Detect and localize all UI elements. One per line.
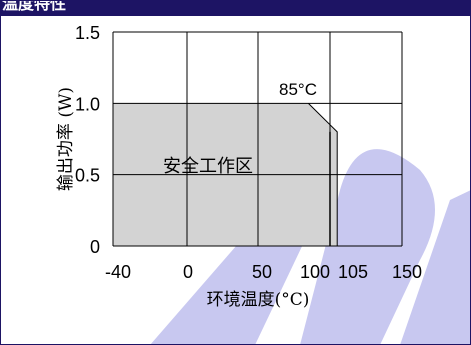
derating-curve [308, 102, 338, 246]
watermark-shape-center [300, 149, 435, 345]
watermark-shape-right [400, 190, 471, 345]
y-tick-label-0: 0 [90, 237, 100, 257]
x-tick-label-2: 50 [252, 262, 272, 282]
x-tick-label-3: 100 [300, 262, 330, 282]
y-tick-label-1: 0.5 [75, 166, 100, 186]
x-tick-label-4: 105 [338, 262, 368, 282]
watermark-shape-left [150, 230, 305, 345]
x-tick-label-5: 150 [392, 262, 422, 282]
annotation-85c: 85°C [279, 80, 317, 99]
annotation-safe-area: 安全工作区 [163, 156, 253, 177]
y-axis-title: 输出功率 (W) [56, 87, 76, 191]
section-header-bar: 温度特性 [0, 0, 471, 16]
x-tick-label-1: 0 [183, 262, 193, 282]
x-tick-label-0: -40 [105, 262, 131, 282]
x-axis-title: 环境温度(°C) [207, 290, 310, 310]
y-tick-label-3: 1.5 [75, 23, 100, 43]
section-header-title: 温度特性 [2, 0, 67, 13]
y-tick-label-2: 1.0 [75, 94, 100, 114]
